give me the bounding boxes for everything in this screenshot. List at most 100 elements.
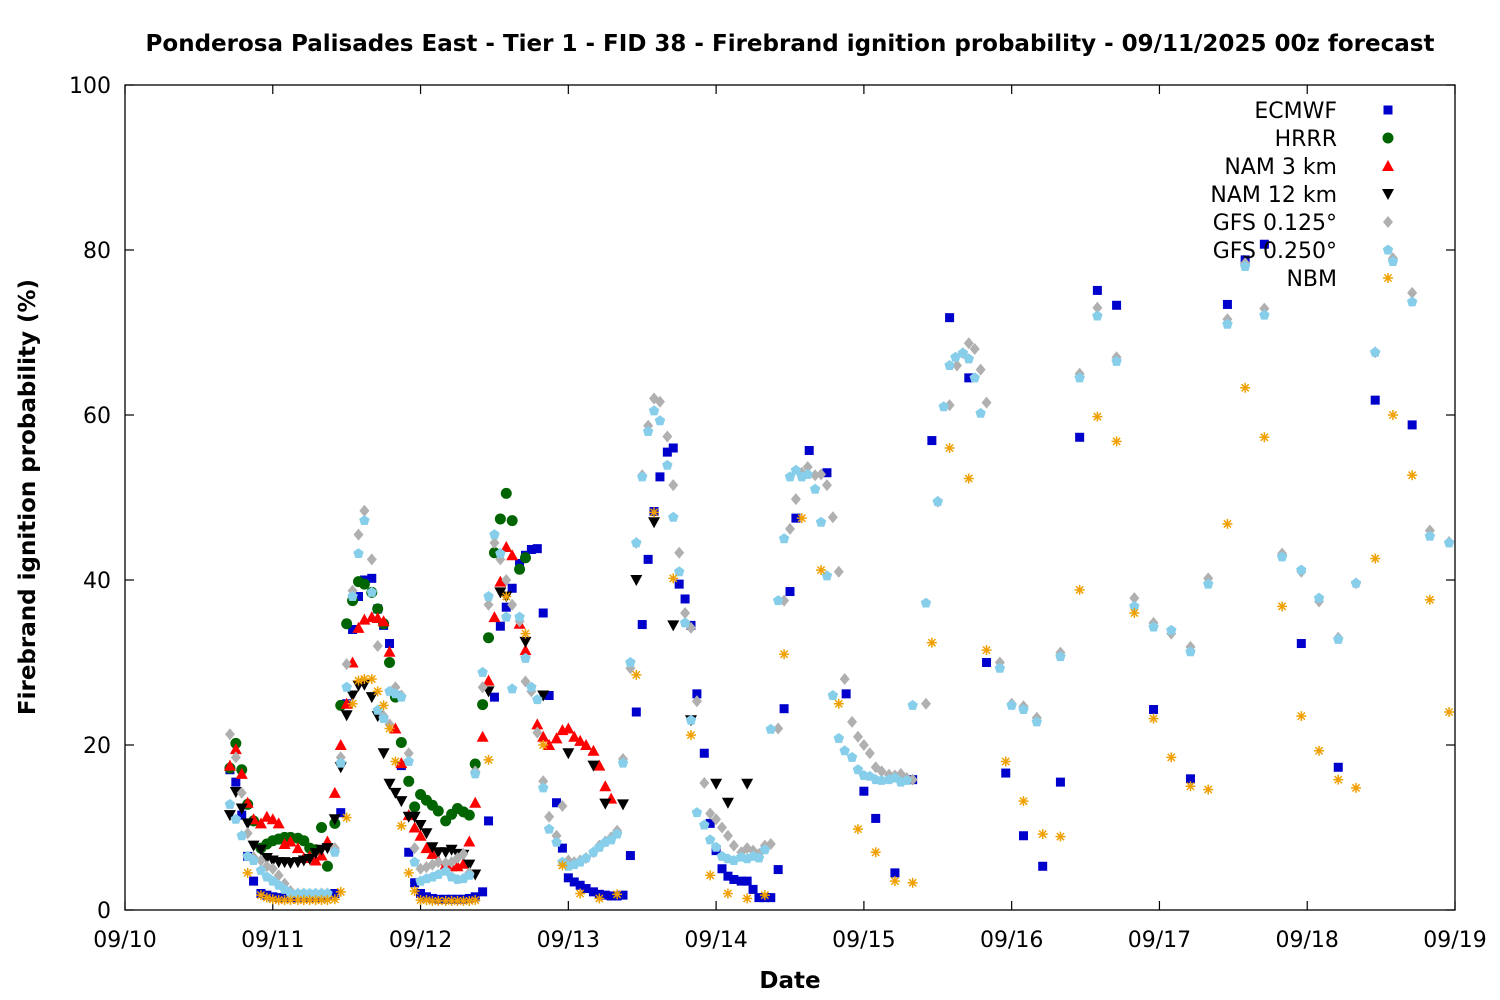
legend-marker-gfs-0-250 (1382, 244, 1394, 255)
data-point-gfs-0-250 (470, 768, 481, 779)
data-point-ecmwf (729, 874, 739, 884)
x-tick-label: 09/16 (980, 928, 1043, 953)
data-point-gfs-0-250 (957, 347, 969, 358)
data-point-nam-3-km (488, 611, 501, 623)
data-point-nam-3-km (599, 780, 612, 792)
data-point-nbm (1018, 796, 1029, 807)
data-point-nbm (685, 730, 696, 741)
data-point-hrrr (477, 699, 489, 711)
data-point-gfs-0-250 (654, 415, 666, 426)
data-point-gfs-0-250 (815, 516, 827, 527)
series-gfs-0-125 (224, 252, 1455, 902)
data-point-ecmwf (600, 890, 610, 900)
data-point-ecmwf (606, 891, 616, 901)
data-point-ecmwf (532, 544, 542, 554)
data-point-nbm (273, 895, 284, 906)
data-point-nam-3-km (574, 734, 587, 746)
data-point-nam-12-km (617, 799, 630, 811)
data-point-gfs-0-125 (858, 739, 869, 751)
data-point-gfs-0-125 (963, 337, 974, 350)
data-point-nbm (520, 628, 531, 639)
data-point-gfs-0-250 (648, 405, 660, 416)
data-point-gfs-0-125 (372, 640, 383, 652)
data-point-nbm (1259, 432, 1270, 443)
data-point-hrrr (469, 758, 481, 770)
data-point-gfs-0-250 (938, 401, 949, 412)
x-tick-label: 09/19 (1423, 928, 1486, 953)
data-point-ecmwf (692, 689, 702, 699)
data-point-gfs-0-125 (981, 396, 992, 409)
data-point-nbm (944, 443, 955, 453)
data-point-gfs-0-250 (483, 591, 494, 601)
data-point-ecmwf (557, 843, 567, 853)
data-point-gfs-0-250 (611, 828, 623, 839)
data-point-nam-12-km (599, 798, 612, 810)
data-point-nam-3-km (309, 854, 322, 866)
data-point-ecmwf (841, 689, 851, 699)
data-point-nbm (335, 886, 346, 897)
data-point-nbm (575, 888, 586, 899)
data-point-gfs-0-125 (773, 722, 784, 735)
data-point-nbm (298, 895, 309, 906)
data-point-nam-12-km (309, 848, 322, 860)
legend-marker-nam-3-km (1382, 160, 1394, 171)
data-point-nbm (1074, 584, 1085, 595)
data-point-nam-12-km (346, 690, 359, 702)
data-point-nam-12-km (537, 690, 550, 702)
data-point-nam-3-km (457, 857, 470, 869)
legend-marker-ecmwf (1383, 105, 1393, 115)
data-point-nbm (1333, 774, 1344, 785)
data-point-ecmwf (1075, 432, 1085, 442)
data-point-gfs-0-125 (409, 842, 420, 855)
data-point-gfs-0-250 (1074, 372, 1085, 383)
data-point-nam-3-km (229, 743, 242, 755)
data-points (223, 239, 1455, 906)
data-point-gfs-0-250 (1259, 309, 1270, 320)
data-point-ecmwf (723, 871, 733, 881)
data-point-gfs-0-250 (359, 515, 370, 526)
data-point-gfs-0-250 (230, 813, 242, 824)
data-point-nbm (981, 645, 992, 656)
data-point-nbm (1240, 382, 1251, 393)
data-point-nam-12-km (328, 814, 341, 826)
data-point-ecmwf (766, 893, 776, 903)
data-point-ecmwf (581, 884, 591, 894)
legend-label: GFS 0.250° (1213, 239, 1337, 264)
data-point-ecmwf (822, 468, 832, 478)
series-hrrr (224, 487, 531, 872)
data-point-nam-3-km (272, 817, 285, 829)
data-point-gfs-0-125 (680, 607, 691, 619)
y-axis-label: Firebrand ignition probability (%) (15, 279, 41, 715)
data-point-ecmwf (1092, 285, 1102, 295)
data-point-gfs-0-250 (477, 666, 488, 677)
data-point-gfs-0-250 (802, 468, 813, 479)
data-point-gfs-0-125 (821, 479, 832, 492)
data-point-gfs-0-250 (1202, 578, 1214, 589)
data-point-hrrr (519, 552, 531, 564)
data-point-gfs-0-125 (433, 856, 444, 869)
legend: ECMWF HRRR NAM 3 km NAM 12 km GFS 0.125° GFS … (1210, 99, 1394, 292)
data-point-nam-3-km (562, 722, 575, 734)
legend-label: ECMWF (1254, 99, 1337, 124)
data-point-gfs-0-250 (433, 869, 444, 879)
data-point-ecmwf (1407, 420, 1417, 430)
data-point-nam-12-km (519, 636, 532, 648)
data-point-gfs-0-250 (526, 681, 537, 692)
data-point-nbm (963, 473, 974, 484)
data-point-gfs-0-250 (907, 699, 918, 710)
data-point-ecmwf (367, 573, 377, 583)
data-point-hrrr (341, 618, 353, 630)
data-point-ecmwf (779, 704, 789, 714)
data-point-gfs-0-125 (728, 839, 739, 852)
data-point-nbm (1111, 436, 1122, 447)
data-point-ecmwf (1018, 831, 1028, 841)
data-point-nam-3-km (383, 645, 396, 657)
chart-title: Ponderosa Palisades East - Tier 1 - FID … (146, 31, 1435, 57)
data-point-nbm (384, 723, 395, 734)
data-point-gfs-0-125 (662, 430, 673, 443)
data-point-nam-12-km (741, 778, 754, 790)
data-point-nam-12-km (426, 842, 439, 854)
data-point-ecmwf (699, 748, 709, 758)
data-point-hrrr (384, 657, 396, 668)
data-point-hrrr (409, 801, 421, 813)
